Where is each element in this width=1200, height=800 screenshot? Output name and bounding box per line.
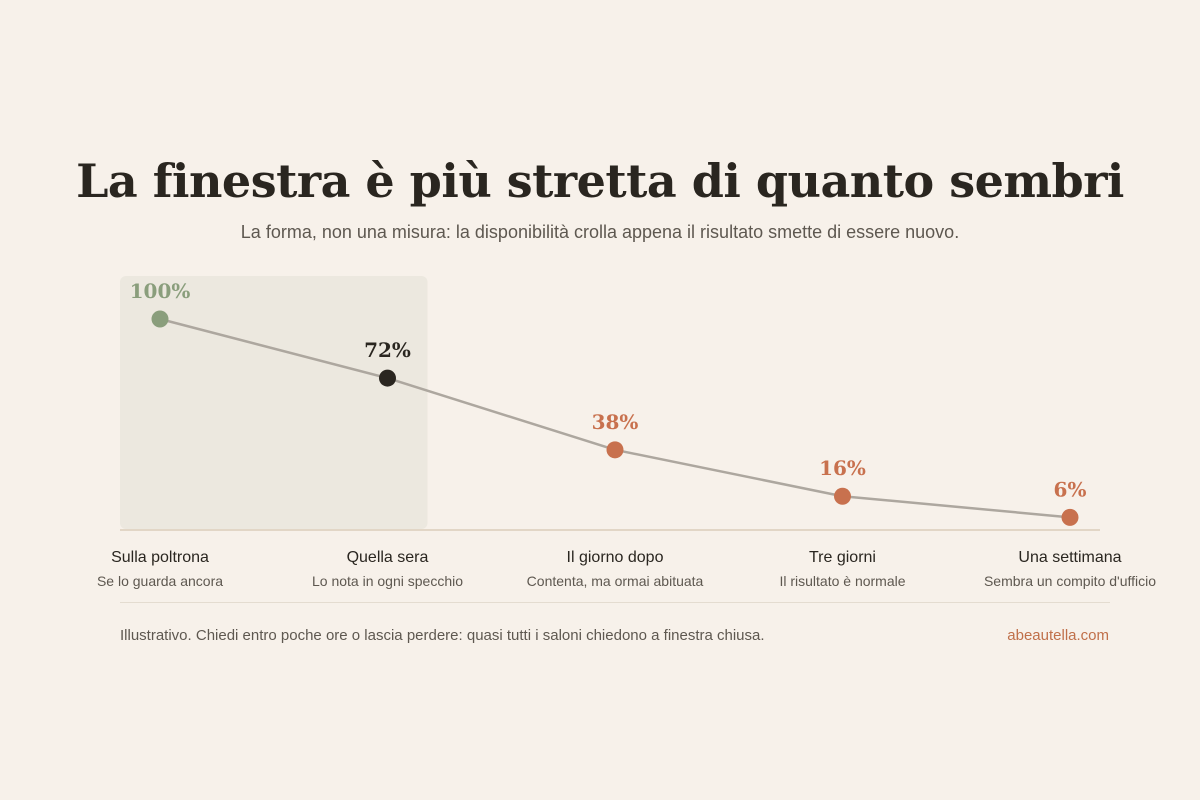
category-note-5: Sembra un compito d'ufficio: [984, 573, 1156, 589]
value-label-4: 16%: [819, 456, 866, 480]
data-point-1: [151, 310, 169, 328]
category-label-3: Il giorno dopo: [567, 549, 664, 566]
page-title: La finestra è più stretta di quanto semb…: [76, 154, 1124, 208]
data-point-3: [606, 441, 624, 459]
highlight-band: [120, 276, 428, 529]
category-label-5: Una settimana: [1018, 549, 1121, 566]
footer-divider: [120, 602, 1110, 603]
value-label-3: 38%: [592, 410, 639, 434]
data-point-5: [1061, 508, 1079, 526]
category-note-3: Contenta, ma ormai abituata: [527, 573, 704, 589]
value-label-1: 100%: [130, 279, 191, 303]
footer-note: Illustrativo. Chiedi entro poche ore o l…: [120, 627, 765, 644]
data-point-2: [379, 369, 396, 387]
value-label-5: 6%: [1054, 477, 1087, 501]
category-note-1: Se lo guarda ancora: [97, 573, 223, 589]
category-label-2: Quella sera: [347, 549, 429, 566]
page-subtitle: La forma, non una misura: la disponibili…: [240, 222, 960, 242]
category-note-4: Il risultato è normale: [779, 573, 905, 589]
category-label-1: Sulla poltrona: [111, 549, 209, 566]
data-point-4: [834, 487, 851, 505]
category-note-2: Lo nota in ogni specchio: [312, 573, 463, 589]
value-label-2: 72%: [364, 338, 411, 362]
brand-link[interactable]: abeautella.com: [1007, 627, 1109, 644]
category-label-4: Tre giorni: [809, 549, 876, 566]
